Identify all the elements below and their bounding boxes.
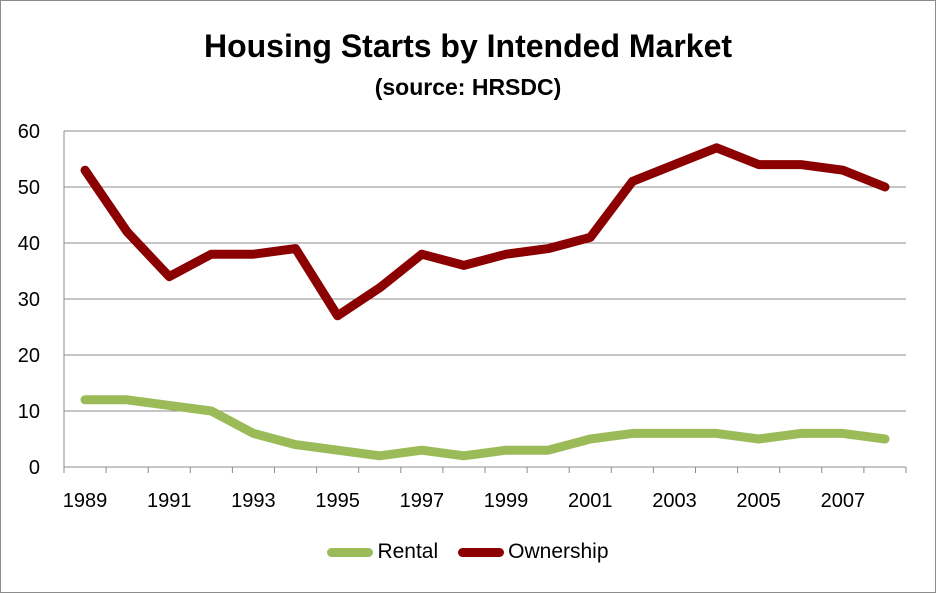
data-point-rental-2005 <box>758 438 760 440</box>
data-point-rental-1996 <box>379 455 381 457</box>
data-point-rental-2004 <box>716 432 718 434</box>
data-point-ownership-2004 <box>716 147 718 149</box>
data-point-ownership-1992 <box>210 253 212 255</box>
series-line-ownership <box>80 143 890 321</box>
legend-label-ownership: Ownership <box>508 540 609 563</box>
x-tick-label-2007: 2007 <box>821 490 866 512</box>
chart-title: Housing Starts by Intended Market <box>203 28 733 64</box>
data-point-ownership-2007 <box>842 169 844 171</box>
x-tick-label-1997: 1997 <box>400 490 445 512</box>
data-point-rental-1995 <box>337 449 339 451</box>
data-point-ownership-1997 <box>421 253 423 255</box>
data-point-rental-2008 <box>884 438 886 440</box>
x-tick-label-1989: 1989 <box>63 490 108 512</box>
data-point-rental-2000 <box>547 449 549 451</box>
data-point-rental-1998 <box>463 455 465 457</box>
data-point-ownership-1998 <box>463 264 465 266</box>
data-point-rental-1994 <box>295 444 297 446</box>
data-point-rental-1989 <box>84 399 86 401</box>
data-point-rental-2001 <box>589 438 591 440</box>
data-point-rental-2006 <box>800 432 802 434</box>
data-point-ownership-2005 <box>758 164 760 166</box>
y-tick-label-50: 50 <box>18 177 40 199</box>
data-point-ownership-1989 <box>84 169 86 171</box>
y-tick-label-20: 20 <box>18 345 40 367</box>
data-point-rental-1993 <box>252 432 254 434</box>
y-tick-label-0: 0 <box>29 457 40 479</box>
legend-item-ownership: Ownership <box>458 540 609 564</box>
data-point-ownership-1996 <box>379 287 381 289</box>
data-point-ownership-2000 <box>547 248 549 250</box>
y-tick-label-30: 30 <box>18 289 40 311</box>
data-point-ownership-1994 <box>295 248 297 250</box>
x-tick-label-2001: 2001 <box>568 490 613 512</box>
data-point-rental-2003 <box>673 432 675 434</box>
data-point-rental-1991 <box>168 404 170 406</box>
series-line-rental <box>80 395 890 461</box>
x-tick-label-1993: 1993 <box>231 490 276 512</box>
y-tick-label-10: 10 <box>18 401 40 423</box>
x-tick-label-2005: 2005 <box>736 490 781 512</box>
x-tick-label-1991: 1991 <box>147 490 192 512</box>
legend-label-rental: Rental <box>377 540 439 563</box>
data-point-rental-1999 <box>505 449 507 451</box>
y-tick-label-60: 60 <box>18 121 40 143</box>
data-point-ownership-1999 <box>505 253 507 255</box>
y-tick-label-40: 40 <box>18 233 40 255</box>
legend-item-rental: Rental <box>327 540 438 564</box>
data-point-ownership-2006 <box>800 164 802 166</box>
legend: Rental Ownership <box>0 540 936 564</box>
data-point-rental-2007 <box>842 432 844 434</box>
data-point-ownership-1990 <box>126 231 128 233</box>
data-point-rental-1990 <box>126 399 128 401</box>
data-point-ownership-1991 <box>168 276 170 278</box>
x-tick-label-2003: 2003 <box>652 490 697 512</box>
data-point-ownership-2001 <box>589 236 591 238</box>
data-point-rental-1997 <box>421 449 423 451</box>
x-tick-label-1999: 1999 <box>484 490 529 512</box>
legend-swatch-ownership <box>458 547 505 557</box>
data-point-rental-2002 <box>631 432 633 434</box>
data-point-ownership-2002 <box>631 180 633 182</box>
data-point-ownership-1993 <box>252 253 254 255</box>
data-point-ownership-2008 <box>884 186 886 188</box>
chart-subtitle: (source: HRSDC) <box>374 74 562 100</box>
x-tick-label-1995: 1995 <box>315 490 360 512</box>
data-point-rental-1992 <box>210 410 212 412</box>
data-point-ownership-1995 <box>337 315 339 317</box>
legend-swatch-rental <box>327 547 374 557</box>
data-point-ownership-2003 <box>673 164 675 166</box>
